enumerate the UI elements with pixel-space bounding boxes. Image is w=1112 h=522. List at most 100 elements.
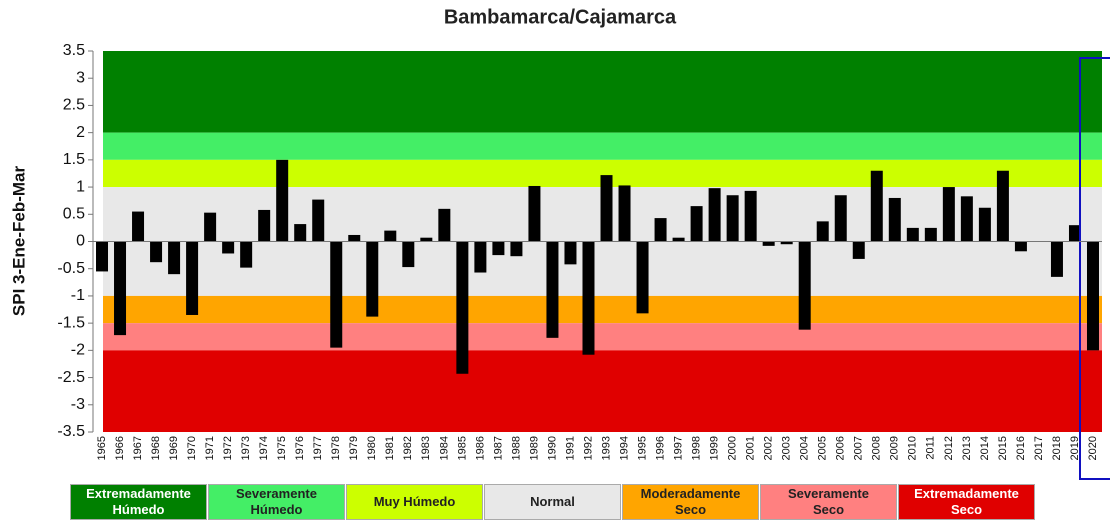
- y-tick-label: -2: [71, 342, 85, 359]
- x-tick-label: 1986: [474, 436, 486, 460]
- x-tick-label: 1997: [672, 436, 684, 460]
- x-tick-label: 1975: [276, 436, 288, 460]
- bar: [600, 175, 613, 242]
- y-tick-label: -1: [71, 287, 85, 304]
- bar: [762, 241, 775, 246]
- bar: [816, 221, 829, 242]
- x-tick-label: 1981: [384, 436, 396, 460]
- band: [103, 295, 1102, 324]
- bar: [582, 241, 595, 355]
- x-tick-label: 2009: [889, 436, 901, 460]
- bar: [186, 241, 199, 315]
- x-tick-label: 1987: [492, 436, 504, 460]
- band: [103, 323, 1102, 351]
- y-tick-label: 0.5: [63, 206, 85, 223]
- x-tick-label: 1978: [330, 436, 342, 460]
- highlight-bracket: [1079, 57, 1110, 480]
- x-tick-label: 1998: [691, 436, 703, 460]
- band: [103, 132, 1102, 160]
- x-tick-label: 1991: [564, 436, 576, 460]
- x-tick-label: 2001: [745, 436, 757, 460]
- bar: [726, 195, 739, 242]
- x-tick-label: 2019: [1069, 436, 1081, 460]
- x-tick-label: 2018: [1051, 436, 1063, 460]
- bar: [672, 237, 685, 242]
- bar: [528, 185, 541, 242]
- x-tick-label: 2000: [727, 436, 739, 460]
- x-tick-label: 1988: [510, 436, 522, 460]
- y-tick-label: -1.5: [57, 314, 85, 331]
- x-tick-label: 1982: [402, 436, 414, 460]
- band: [103, 51, 1102, 133]
- x-tick-label: 2003: [781, 436, 793, 460]
- x-tick-label: 1984: [438, 436, 450, 460]
- x-tick-label: 1996: [654, 436, 666, 460]
- chart: Bambamarca/Cajamarca SPI 3-Ene-Feb-Mar 3…: [9, 6, 1110, 480]
- y-axis-label: SPI 3-Ene-Feb-Mar: [9, 166, 28, 317]
- bar: [978, 207, 991, 242]
- legend-item: Normal: [484, 484, 621, 520]
- bar: [276, 159, 289, 242]
- bar: [150, 241, 163, 263]
- bar: [222, 241, 235, 254]
- x-tick-label: 1966: [114, 436, 126, 460]
- x-tick-label: 1992: [582, 436, 594, 460]
- bar: [168, 241, 181, 275]
- y-tick-label: 1.5: [63, 151, 85, 168]
- x-tick-label: 2005: [817, 436, 829, 460]
- x-tick-label: 1983: [420, 436, 432, 460]
- x-tick-label: 2006: [835, 436, 847, 460]
- y-tick-label: -0.5: [57, 260, 85, 277]
- x-tick-label: 2011: [925, 436, 937, 460]
- bar: [240, 241, 253, 268]
- bar: [798, 241, 811, 330]
- bar: [906, 227, 919, 242]
- x-tick-label: 1976: [294, 436, 306, 460]
- x-tick-label: 1995: [636, 436, 648, 460]
- bar: [204, 212, 217, 242]
- legend-item: Severamente Húmedo: [208, 484, 345, 520]
- x-tick-label: 2004: [799, 436, 811, 460]
- bar: [1086, 241, 1099, 351]
- bar: [492, 241, 505, 256]
- bar: [924, 227, 937, 242]
- x-tick-label: 2002: [763, 436, 775, 460]
- bar: [510, 241, 523, 257]
- bar: [258, 209, 271, 242]
- x-tick-label: 1985: [456, 436, 468, 460]
- legend-item: Muy Húmedo: [346, 484, 483, 520]
- x-tick-label: 1969: [168, 436, 180, 460]
- bar: [294, 224, 307, 242]
- bar: [852, 241, 865, 259]
- bar: [780, 241, 793, 245]
- y-tick-label: 3.5: [63, 42, 85, 59]
- bar: [546, 241, 559, 338]
- y-tick-label: 1: [76, 178, 85, 195]
- x-tick-label: 1993: [600, 436, 612, 460]
- bar: [618, 185, 631, 242]
- x-tick-label: 1990: [546, 436, 558, 460]
- bar: [708, 188, 721, 242]
- legend-item: Moderadamente Seco: [622, 484, 759, 520]
- bar: [438, 208, 451, 242]
- bar: [456, 241, 469, 374]
- chart-title: Bambamarca/Cajamarca: [444, 6, 677, 28]
- bar: [942, 187, 955, 242]
- x-tick-label: 1999: [709, 436, 721, 460]
- y-tick-label: 2: [76, 124, 85, 141]
- x-tick-label: 1973: [240, 436, 252, 460]
- bar: [330, 241, 343, 348]
- bar: [420, 237, 433, 242]
- bar: [888, 197, 901, 242]
- x-tick-label: 1965: [96, 436, 108, 460]
- bar: [960, 196, 973, 242]
- x-tick-label: 2014: [979, 436, 991, 460]
- x-tick-label: 1989: [528, 436, 540, 460]
- x-tick-label: 1971: [204, 436, 216, 460]
- bar: [690, 206, 703, 242]
- x-tick-label: 2015: [997, 436, 1009, 460]
- x-tick-label: 1974: [258, 436, 270, 460]
- legend: Extremadamente Húmedo Severamente Húmedo M…: [70, 484, 1036, 520]
- bar: [132, 211, 145, 242]
